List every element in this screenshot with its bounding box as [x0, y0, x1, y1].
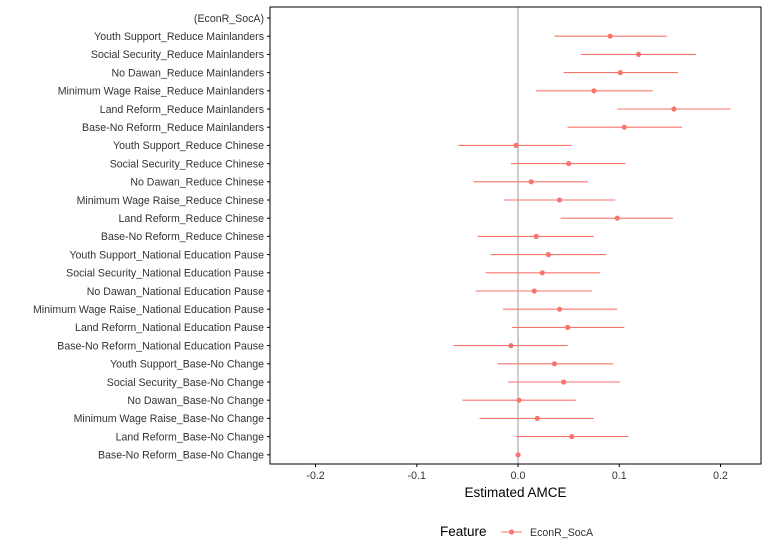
point-estimate: [556, 197, 563, 203]
point-estimate: [516, 397, 522, 403]
x-tick-label: 0.2: [713, 470, 728, 482]
x-axis-title: Estimated AMCE: [464, 485, 566, 500]
y-tick-label: No Dawan_Reduce Chinese: [130, 177, 264, 189]
x-tick-label: -0.1: [408, 470, 426, 482]
point-estimate: [635, 51, 642, 58]
x-tick-label: 0.0: [511, 470, 526, 482]
y-tick-label: Base-No Reform_Base-No Change: [98, 450, 264, 462]
point-estimate: [528, 179, 534, 185]
point-estimate: [534, 415, 540, 421]
y-tick-label: Land Reform_Reduce Chinese: [119, 213, 265, 225]
y-tick-label: No Dawan_Base-No Change: [127, 395, 264, 407]
y-axis-labels: (EconR_SocA) Youth Support_Reduce Mainlan…: [33, 13, 264, 462]
point-estimate: [614, 215, 620, 221]
x-axis-ticks: [315, 464, 722, 467]
point-estimate: [591, 88, 597, 94]
legend: Feature EconR_SocA: [440, 524, 594, 539]
y-tick-label: Land Reform_Base-No Change: [116, 431, 265, 443]
point-estimates: [508, 33, 677, 458]
point-estimate: [671, 106, 677, 112]
y-tick-label: Minimum Wage Raise_Reduce Mainlanders: [58, 86, 264, 98]
point-estimate: [539, 270, 545, 276]
y-tick-label: No Dawan_National Education Pause: [87, 286, 264, 298]
x-axis-tick-labels: -0.2 -0.1 0.0 0.1 0.2: [306, 470, 728, 482]
point-estimate: [566, 161, 572, 167]
y-tick-label: Youth Support_Base-No Change: [110, 359, 264, 371]
y-tick-label: Social Security_Reduce Mainlanders: [91, 49, 264, 61]
point-estimate: [556, 306, 563, 312]
point-estimate: [531, 288, 537, 294]
point-estimate: [533, 233, 539, 239]
point-estimate: [607, 33, 613, 39]
y-tick-label: Base-No Reform_National Education Pause: [57, 340, 264, 352]
y-tick-label: Social Security_Base-No Change: [107, 377, 264, 389]
y-tick-label: Minimum Wage Raise_Base-No Change: [74, 413, 264, 425]
x-tick-label: 0.1: [612, 470, 627, 482]
plot-panel-border: [269, 6, 762, 465]
x-tick-label: -0.2: [306, 470, 324, 482]
point-estimate: [515, 452, 521, 458]
y-tick-label: Base-No Reform_Reduce Chinese: [101, 231, 264, 243]
point-estimate: [560, 379, 567, 385]
point-estimate: [551, 361, 558, 367]
y-tick-label: Land Reform_National Education Pause: [75, 322, 264, 334]
y-tick-label: (EconR_SocA): [194, 13, 264, 25]
legend-key-point: [508, 529, 515, 535]
legend-entry-label: EconR_SocA: [530, 527, 594, 539]
point-estimate: [569, 434, 575, 440]
y-tick-label: Land Reform_Reduce Mainlanders: [100, 104, 264, 116]
y-tick-label: Social Security_National Education Pause: [66, 268, 264, 280]
point-estimate: [621, 124, 627, 130]
y-tick-label: Youth Support_Reduce Chinese: [113, 140, 264, 152]
point-estimate: [545, 252, 552, 258]
point-estimate: [565, 324, 571, 330]
y-tick-label: Youth Support_National Education Pause: [69, 249, 264, 261]
y-tick-label: Minimum Wage Raise_National Education Pa…: [33, 304, 264, 316]
error-bars: [453, 35, 731, 438]
y-tick-label: No Dawan_Reduce Mainlanders: [111, 67, 264, 79]
legend-title: Feature: [440, 524, 487, 539]
y-tick-label: Social Security_Reduce Chinese: [110, 158, 264, 170]
y-tick-label: Minimum Wage Raise_Reduce Chinese: [77, 195, 265, 207]
point-estimate: [513, 142, 519, 148]
point-estimate: [508, 343, 514, 349]
point-estimate: [617, 70, 623, 76]
y-tick-label: Youth Support_Reduce Mainlanders: [94, 31, 264, 43]
y-tick-label: Base-No Reform_Reduce Mainlanders: [82, 122, 264, 134]
